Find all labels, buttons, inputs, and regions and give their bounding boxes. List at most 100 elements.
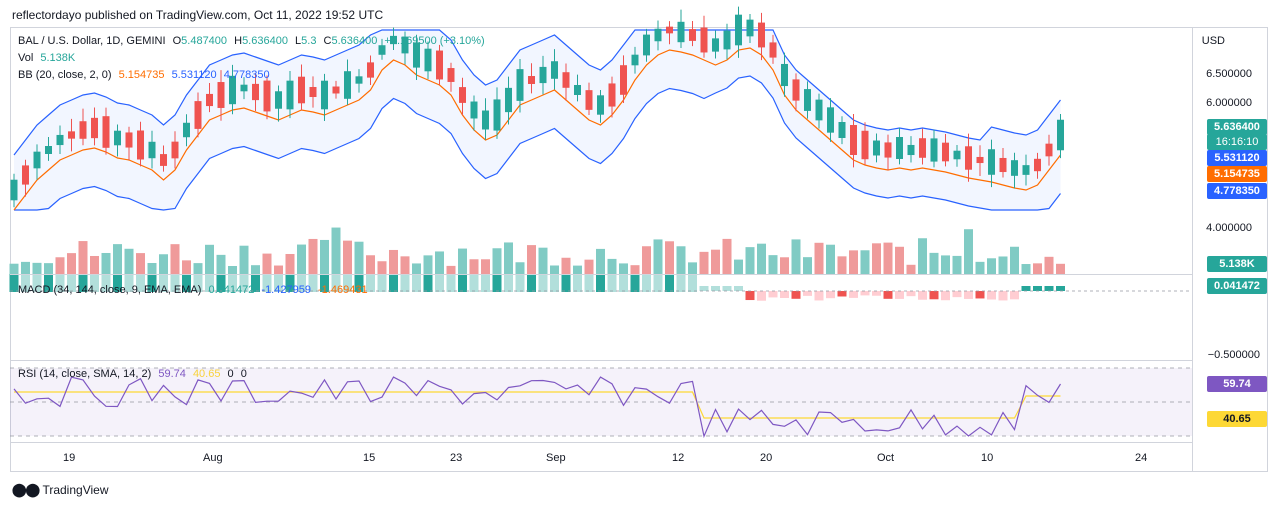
macd-bar [78, 274, 88, 292]
chart-frame[interactable] [10, 27, 1268, 472]
volume-bar [469, 259, 479, 274]
macd-bar [515, 274, 525, 292]
volume-bar [44, 263, 53, 274]
macd-bar [504, 274, 513, 292]
volume-bar [849, 250, 858, 274]
candle-body [804, 89, 811, 111]
macd-bar [331, 274, 341, 292]
macd-bar [101, 274, 111, 292]
candle-body [620, 65, 627, 95]
countdown-tag: 16:16:10 [1207, 134, 1267, 150]
volume-bar [791, 239, 801, 274]
volume-bar [711, 249, 720, 274]
volume-bar [952, 255, 962, 274]
volume-bar [504, 242, 513, 274]
volume-bar [412, 263, 421, 274]
pane-separator [10, 274, 1192, 275]
candle-body [999, 157, 1007, 173]
candle-body [758, 22, 765, 48]
candle-body [137, 130, 144, 160]
macd-bar [895, 291, 904, 299]
symbol-legend[interactable]: BAL / U.S. Dollar, 1D, GEMINI O5.487400 … [18, 35, 489, 47]
candle-body [505, 87, 512, 113]
symbol-name[interactable]: BAL / U.S. Dollar, 1D, GEMINI [18, 35, 166, 47]
volume-bar [906, 264, 916, 274]
bb-upper-value: 5.531120 [171, 69, 217, 81]
volume-bar [607, 258, 617, 274]
macd-bar [205, 274, 214, 292]
volume-bar [101, 252, 111, 274]
candle-body [953, 150, 961, 160]
volume-bar [929, 252, 939, 274]
volume-bar [964, 229, 973, 274]
time-label: 24 [1135, 452, 1148, 464]
candle-body [447, 68, 455, 82]
tradingview-logo[interactable]: ⬤⬤ TradingView [12, 482, 109, 498]
rsi-tag: 59.74 [1207, 376, 1267, 392]
bollinger-band-fill [14, 30, 1061, 210]
candle-body [597, 95, 604, 115]
candle-body [493, 99, 501, 131]
macd-bar [366, 274, 375, 292]
macd-bar [492, 274, 502, 292]
volume-legend[interactable]: Vol 5.138K [18, 52, 79, 64]
volume-bar [147, 263, 157, 274]
volume-bar [676, 246, 686, 274]
candle-body [769, 42, 777, 58]
volume-bar [734, 259, 743, 274]
macd-bar [285, 274, 295, 292]
macd-bar [1056, 286, 1065, 291]
candle-body [160, 154, 167, 166]
candle-body [217, 82, 225, 108]
macd-bar [193, 274, 203, 292]
macd-bar [711, 286, 720, 291]
volume-bar [193, 263, 203, 274]
candle-body [79, 121, 87, 139]
macd-legend[interactable]: MACD (34, 144, close, 9, EMA, EMA) 0.041… [18, 284, 372, 296]
macd-bar [538, 274, 548, 292]
volume-bar [860, 250, 870, 274]
volume-bar [481, 259, 490, 274]
macd-bar [377, 274, 387, 292]
candle-body [723, 30, 731, 50]
candle-body [643, 34, 650, 56]
macd-bar [228, 274, 237, 292]
volume-bar [377, 261, 387, 274]
candle-body [516, 69, 524, 101]
close-label: C [323, 35, 332, 47]
candle-body [33, 151, 41, 169]
candle-body [930, 138, 938, 162]
rsi-ma-line [14, 391, 1061, 419]
volume-bar [55, 257, 65, 274]
macd-bar [964, 291, 973, 299]
volume-bar [331, 227, 341, 274]
bb-basis-tag: 5.154735 [1207, 166, 1267, 182]
macd-bar [124, 274, 134, 292]
time-label: 20 [760, 452, 773, 464]
volume-bar [538, 247, 548, 274]
time-label: Oct [877, 452, 895, 464]
volume-bar [561, 257, 571, 274]
macd-bar [400, 274, 410, 292]
bb-label: BB (20, close, 2, 0) [18, 69, 112, 81]
macd-bar [458, 274, 467, 292]
candle-body [263, 80, 271, 112]
rsi-legend[interactable]: RSI (14, close, SMA, 14, 2) 59.74 40.65 … [18, 368, 251, 380]
macd-bar [722, 286, 732, 291]
volume-bar [527, 245, 536, 274]
time-label: 15 [363, 452, 376, 464]
volume-bar [768, 255, 778, 274]
macd-bar [573, 274, 582, 292]
volume-bar [895, 246, 904, 274]
macd-bar [642, 274, 651, 292]
candle-body [551, 61, 558, 79]
macd-bar [906, 291, 916, 297]
candle-body [735, 14, 742, 46]
macd-bar [527, 274, 536, 292]
bb-legend[interactable]: BB (20, close, 2, 0) 5.154735 5.531120 4… [18, 69, 274, 81]
volume-bar [354, 241, 364, 274]
macd-bar [630, 274, 640, 292]
macd-bar [734, 286, 743, 291]
macd-bar [975, 291, 985, 299]
